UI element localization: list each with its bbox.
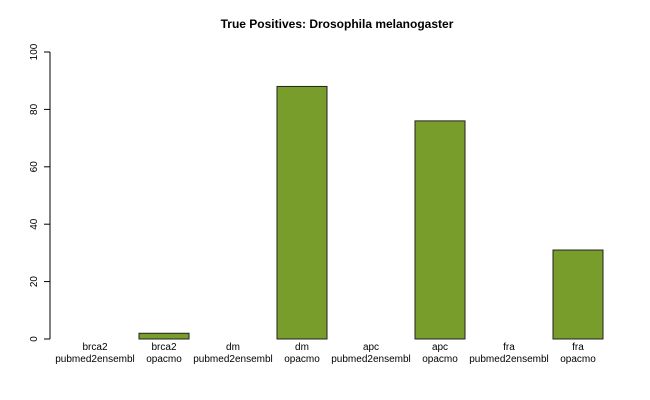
x-tick-label: pubmed2ensembl: [469, 354, 549, 365]
y-tick-label: 20: [29, 276, 40, 288]
x-tick-label: apc: [432, 342, 448, 353]
x-tick-label: opacmo: [284, 354, 320, 365]
x-tick-label: pubmed2ensembl: [331, 354, 411, 365]
y-tick-label: 100: [29, 43, 40, 60]
x-axis-labels: brca2pubmed2ensemblbrca2opacmodmpubmed2e…: [55, 342, 596, 365]
bar: [552, 249, 604, 340]
x-tick-label: opacmo: [146, 354, 182, 365]
x-tick-label: pubmed2ensembl: [193, 354, 273, 365]
x-tick-label: opacmo: [422, 354, 458, 365]
x-tick-label: brca2: [82, 342, 107, 353]
x-tick-label: fra: [572, 342, 584, 353]
x-tick-label: apc: [363, 342, 379, 353]
y-tick-label: 80: [29, 103, 40, 115]
bar: [276, 85, 328, 340]
x-tick-label: brca2: [151, 342, 176, 353]
y-axis: 0 20 40 60 80 100: [29, 43, 51, 342]
chart-title: True Positives: Drosophila melanogaster: [221, 17, 454, 31]
y-tick-label: 0: [29, 336, 40, 342]
y-tick-label: 60: [29, 161, 40, 173]
x-tick-label: fra: [503, 342, 515, 353]
x-tick-label: opacmo: [560, 354, 596, 365]
bar: [138, 332, 190, 340]
bars: [138, 85, 604, 340]
x-tick-label: dm: [226, 342, 240, 353]
x-tick-label: dm: [295, 342, 309, 353]
x-tick-label: pubmed2ensembl: [55, 354, 135, 365]
y-tick-label: 40: [29, 218, 40, 230]
bar: [414, 120, 466, 340]
